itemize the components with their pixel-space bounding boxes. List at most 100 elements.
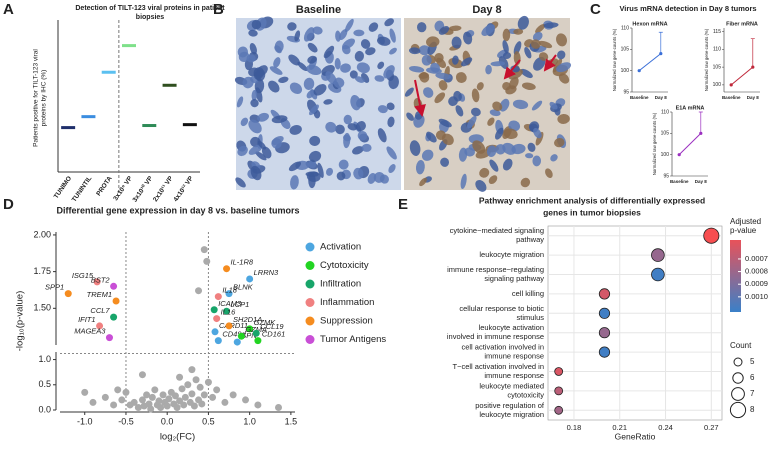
dot: [554, 386, 564, 396]
point: [213, 386, 221, 394]
colorbar: [730, 240, 741, 312]
point: [180, 401, 188, 409]
y-tick-label: cytotoxicity: [507, 390, 544, 399]
nucleus: [376, 36, 391, 46]
colorbar-title: Adjusted: [730, 217, 761, 226]
arrow: [543, 54, 557, 72]
y-axis-label: Normalized raw gene counts (%): [704, 28, 709, 91]
dot: [651, 267, 665, 282]
nucleus: [377, 61, 385, 70]
panel-letter: B: [213, 1, 224, 18]
y-tick-label: 1.75: [33, 266, 51, 276]
nucleus: [236, 96, 244, 108]
point: [101, 393, 109, 401]
point: [188, 366, 196, 374]
x-tick-label: PROTA: [95, 175, 114, 198]
arrow: [503, 59, 521, 80]
point: [64, 290, 72, 298]
point: [211, 328, 219, 336]
nucleus: [354, 76, 365, 83]
nucleus: [248, 119, 262, 134]
nucleus: [235, 177, 246, 188]
point: [112, 297, 120, 305]
nucleus: [251, 19, 262, 30]
point-label: SPP1: [45, 283, 64, 292]
point: [171, 392, 179, 400]
x-tick-label: 1.0: [243, 416, 256, 426]
nucleus: [386, 102, 395, 111]
x-tick-label: 4x10¹² VP: [172, 175, 195, 204]
nucleus: [435, 72, 451, 80]
legend-label: Cytotoxicity: [320, 260, 369, 271]
size-legend-marker: [729, 401, 747, 419]
y-tick-label: signaling pathway: [484, 274, 544, 283]
dot: [598, 307, 611, 319]
nucleus: [271, 135, 284, 145]
nucleus: [294, 30, 301, 42]
nucleus: [520, 177, 531, 188]
nucleus: [485, 64, 492, 75]
panel-letter: C: [590, 1, 601, 18]
point: [246, 275, 254, 283]
nucleus: [455, 105, 464, 117]
y-axis-label: Patients positive for TILT-123 viral: [33, 49, 40, 147]
point: [254, 401, 262, 409]
dot: [651, 248, 665, 262]
chart-title: Differential gene expression in day 8 vs…: [56, 205, 299, 215]
nucleus: [502, 142, 516, 155]
point: [223, 265, 231, 273]
panel-letter: E: [398, 196, 408, 213]
nucleus: [248, 29, 258, 37]
legend-marker: [305, 298, 315, 307]
y-tick-label: leukocyte mediated: [479, 381, 544, 390]
nucleus: [545, 168, 553, 179]
nucleus: [476, 82, 484, 91]
legend-marker: [305, 335, 315, 344]
y-tick-label: leukocyte activation: [479, 323, 544, 332]
nucleus: [360, 39, 371, 49]
nucleus: [248, 144, 263, 155]
nucleus: [543, 22, 559, 29]
point-label: GZMK: [254, 318, 277, 327]
point-label: CARD11: [219, 321, 248, 330]
point: [275, 403, 283, 411]
point: [89, 398, 97, 406]
point: [151, 386, 159, 394]
y-tick-label: involved in immune response: [447, 332, 544, 341]
panel-letter: A: [3, 1, 14, 18]
error-bar: [750, 38, 755, 68]
point-label: BLNK: [233, 283, 254, 292]
nucleus: [494, 127, 504, 140]
nucleus: [323, 45, 335, 59]
point: [200, 246, 208, 254]
y-axis-label: Normalized raw gene counts (%): [652, 112, 657, 175]
colorbar-tick-label: 0.0010: [745, 292, 768, 301]
line: [638, 53, 662, 72]
line: [678, 132, 702, 156]
point: [81, 388, 89, 396]
point: [229, 391, 237, 399]
nucleus: [361, 143, 372, 152]
point: [196, 383, 204, 391]
point-label: TREM1: [87, 290, 112, 299]
x-tick-label: TUNINTIL: [71, 175, 94, 203]
nucleus: [486, 145, 497, 157]
error-bar: [698, 111, 703, 134]
nucleus: [289, 82, 303, 94]
nucleus: [438, 80, 448, 91]
nucleus: [488, 175, 498, 185]
point-label: BST2: [91, 275, 111, 284]
dot: [554, 367, 564, 376]
y-tick-label: 0.0: [38, 404, 51, 414]
y-tick-label: 100: [661, 152, 670, 158]
point: [147, 405, 155, 413]
point: [159, 391, 167, 399]
nucleus: [481, 24, 495, 36]
size-legend-label: 6: [750, 373, 755, 382]
y-tick-label: immune response−regulating: [447, 265, 544, 274]
point-label: LCP1: [231, 300, 250, 309]
chart-title: Pathway enrichment analysis of different…: [479, 195, 705, 205]
nucleus: [377, 105, 388, 114]
nucleus: [313, 84, 327, 96]
